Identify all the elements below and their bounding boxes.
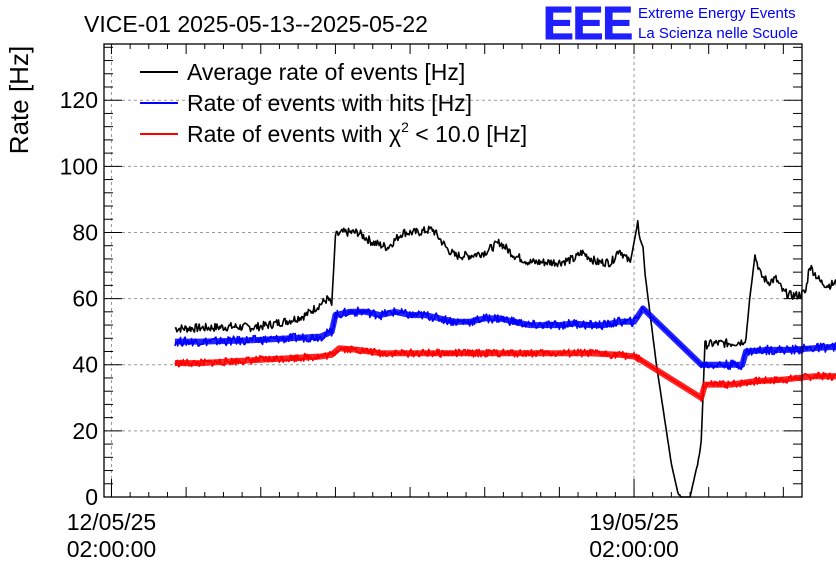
legend-label-average: Average rate of events [Hz] [187, 59, 465, 85]
y-tick-label: 20 [72, 418, 98, 444]
plot-frame [103, 43, 803, 498]
y-tick-label: 100 [60, 153, 98, 179]
y-tick-label: 80 [72, 219, 98, 245]
legend-chi2-superscript: 2 [401, 119, 409, 135]
series-chi2-rate-band [174, 345, 836, 401]
series-average-rate [174, 220, 836, 498]
x-tick-label-date: 12/05/25 [67, 509, 157, 535]
y-axis-label: Rate [Hz] [4, 46, 34, 154]
x-tick-label-time: 02:00:00 [589, 536, 679, 562]
legend-chi2-rest: < 10.0 [Hz] [409, 121, 527, 147]
x-tick-label-date: 19/05/25 [589, 509, 679, 535]
eee-logo-mark: EEE [542, 0, 633, 50]
y-tick-label: 120 [60, 87, 98, 113]
x-tick-label-time: 02:00:00 [67, 536, 157, 562]
eee-logo: EEE Extreme Energy Events La Scienza nel… [542, 0, 833, 50]
y-tick-label: 60 [72, 286, 98, 312]
eee-logo-line1: Extreme Energy Events [638, 5, 796, 22]
grid [104, 44, 802, 498]
chart-title: VICE-01 2025-05-13--2025-05-22 [84, 11, 428, 37]
legend-chi2-main: Rate of events with χ [187, 121, 401, 147]
series-hits-rate [174, 305, 836, 371]
y-tick-labels: 0 20 40 60 80 100 120 [60, 87, 98, 510]
series-chi2-rate [174, 345, 836, 402]
eee-logo-line2: La Scienza nelle Scuole [638, 25, 799, 42]
legend-label-chi2: Rate of events with χ2 < 10.0 [Hz] [187, 119, 527, 147]
y-tick-label: 40 [72, 352, 98, 378]
legend-label-hits: Rate of events with hits [Hz] [187, 90, 472, 116]
series-group [174, 220, 836, 498]
y-tick-label: 0 [85, 484, 98, 510]
legend: Average rate of events [Hz] Rate of even… [140, 59, 527, 147]
